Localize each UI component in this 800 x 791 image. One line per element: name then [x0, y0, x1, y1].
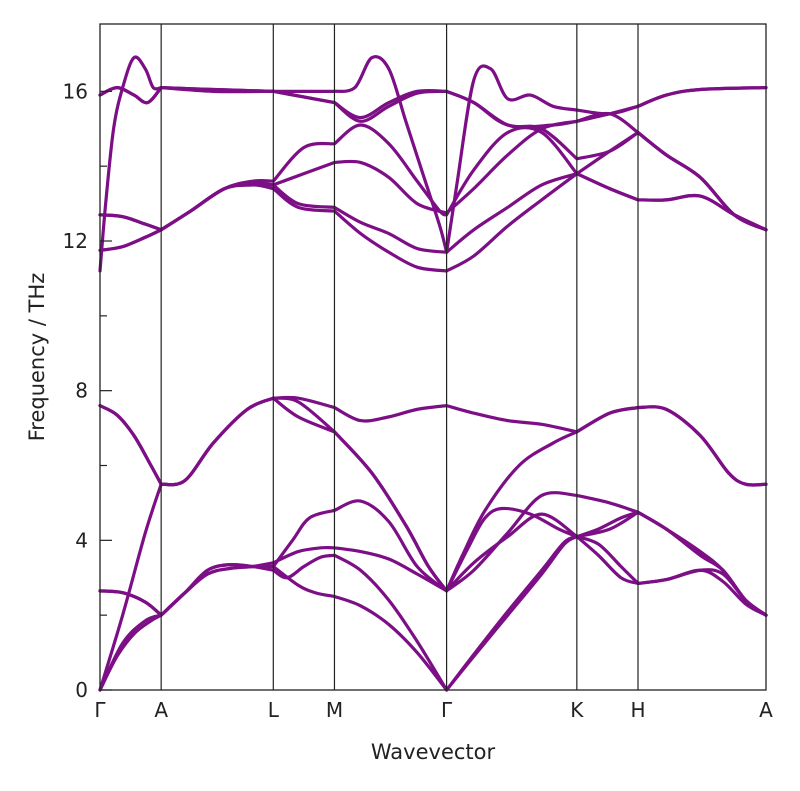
band-line-3 [98, 396, 768, 692]
band-line-2 [98, 510, 768, 692]
y-tick-label-5: 16 [63, 79, 88, 103]
band-line-10 [98, 86, 768, 232]
x-tick-label-6: K [570, 698, 584, 722]
band-line-7 [98, 396, 768, 593]
x-tick-label-7: H [630, 698, 645, 722]
x-tick-label-2: A [154, 698, 168, 722]
y-axis-ticks: 0 4 8 12 16 [63, 79, 112, 702]
y-tick-label-3: 8 [75, 379, 88, 403]
high-symmetry-lines [160, 24, 639, 690]
band-line-14 [98, 130, 768, 273]
x-tick-label-4: M [326, 698, 343, 722]
x-tick-label-5: Γ [441, 698, 453, 722]
y-tick-label-2: 4 [75, 528, 88, 552]
plot-frame [99, 23, 767, 691]
x-tick-label-8: A [759, 698, 773, 722]
y-axis-title: Frequency / THz [25, 273, 49, 442]
x-tick-label-1: Γ [94, 698, 106, 722]
band-curves [98, 55, 768, 692]
band-line-11 [98, 123, 768, 232]
band-line-12 [98, 111, 768, 232]
y-tick-label-4: 12 [63, 229, 88, 253]
y-tick-label-1: 0 [75, 678, 88, 702]
band-line-9 [98, 86, 768, 129]
band-line-13 [98, 172, 768, 254]
x-axis-title: Wavevector [371, 740, 496, 764]
band-line-8 [98, 55, 768, 273]
band-line-4 [98, 510, 768, 617]
x-tick-label-3: L [268, 698, 280, 722]
band-line-5 [98, 499, 768, 617]
